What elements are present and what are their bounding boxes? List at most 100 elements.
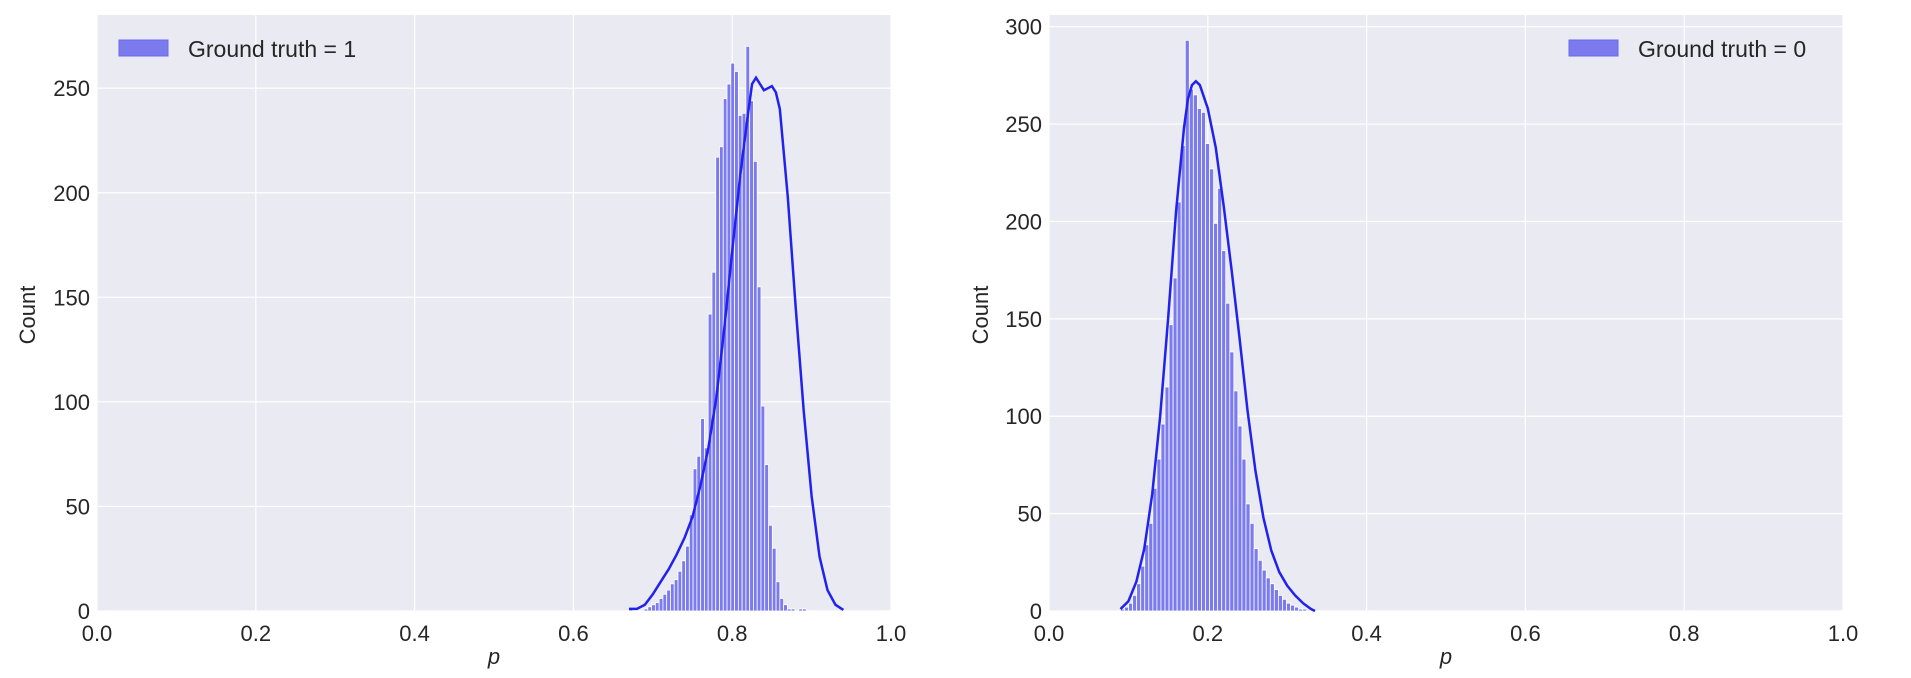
histogram-bar xyxy=(1294,606,1300,612)
histogram-bar xyxy=(1277,595,1283,612)
histogram-bar xyxy=(1132,595,1138,612)
histogram-bar xyxy=(647,606,653,612)
histogram-bar xyxy=(1180,145,1186,612)
x-tick-label: 1.0 xyxy=(1828,621,1859,646)
histogram-bar xyxy=(1221,250,1227,612)
histogram-bar xyxy=(768,524,773,612)
histogram-bar xyxy=(1196,108,1202,612)
histogram-bar xyxy=(1257,559,1263,612)
histogram-bar xyxy=(734,71,739,612)
histogram-bar xyxy=(1172,277,1178,612)
histogram-bar xyxy=(685,545,690,612)
histogram-bar xyxy=(1168,324,1174,612)
histogram-bar xyxy=(1184,39,1190,612)
histogram-bar xyxy=(1233,390,1239,612)
histogram-bar xyxy=(1205,143,1210,612)
x-tick-label: 0.6 xyxy=(558,621,589,646)
histogram-bar xyxy=(711,271,717,612)
histogram-bar xyxy=(753,160,758,612)
x-tick-labels: 0.0 0.2 0.4 0.6 0.8 1.0 xyxy=(1034,621,1859,646)
histogram-bar xyxy=(1176,201,1182,612)
y-tick-label: 250 xyxy=(53,76,90,101)
kde-curve xyxy=(628,75,845,611)
x-tick-label: 0.4 xyxy=(1351,621,1382,646)
histogram-bar xyxy=(1201,111,1206,612)
legend-swatch xyxy=(118,39,169,57)
histogram-bar xyxy=(726,83,732,612)
histogram-bar xyxy=(1136,583,1142,612)
x-axis-label: p xyxy=(1439,644,1452,669)
legend-label: Ground truth = 1 xyxy=(188,36,356,62)
histogram-bar xyxy=(771,547,777,612)
y-tick-label: 200 xyxy=(1005,209,1042,234)
histogram-bar xyxy=(1249,522,1255,612)
y-tick-label: 150 xyxy=(53,285,90,310)
x-tick-label: 0.8 xyxy=(717,621,748,646)
histogram-bar xyxy=(756,286,762,612)
histogram-bar xyxy=(1261,569,1267,612)
legend: Ground truth = 0 xyxy=(1568,36,1806,62)
histogram-bar xyxy=(1290,604,1295,612)
histogram-bar xyxy=(779,598,785,612)
x-tick-label: 0.8 xyxy=(1669,621,1700,646)
histogram-bar xyxy=(670,583,675,612)
histogram-bar xyxy=(722,98,728,612)
y-tick-label: 300 xyxy=(1005,15,1042,40)
x-tick-label: 0.0 xyxy=(1034,621,1065,646)
histogram-bar xyxy=(786,608,792,612)
histogram-bar xyxy=(1192,94,1198,612)
histogram-bar xyxy=(1245,503,1251,612)
y-tick-label: 50 xyxy=(1018,502,1042,527)
histogram-bar xyxy=(658,598,664,612)
histogram-bar xyxy=(1269,583,1275,612)
histogram-bar xyxy=(741,112,747,612)
histogram-bars xyxy=(628,45,807,612)
histogram-bar xyxy=(1140,565,1146,612)
histogram-bar xyxy=(1164,386,1170,612)
histogram-bar xyxy=(1253,548,1259,612)
histogram-bar xyxy=(764,464,769,612)
histogram-bar xyxy=(798,608,803,612)
histogram-bar xyxy=(1144,544,1150,612)
histogram-bar xyxy=(1241,458,1247,612)
histogram-bar xyxy=(783,604,788,612)
x-tick-label: 0.2 xyxy=(1193,621,1224,646)
histogram-bar xyxy=(749,100,754,612)
histogram-bar xyxy=(1128,602,1134,612)
histogram-bar xyxy=(673,579,679,612)
histogram-bar xyxy=(1148,522,1154,612)
histogram-bar xyxy=(1213,223,1219,612)
x-tick-label: 1.0 xyxy=(876,621,907,646)
x-tick-label: 0.2 xyxy=(241,621,272,646)
histogram-bar xyxy=(1229,351,1235,612)
histogram-bar xyxy=(730,62,735,612)
histogram-bar xyxy=(1273,589,1279,612)
histogram-bar xyxy=(1217,187,1223,612)
histogram-bar xyxy=(681,560,686,612)
histogram-bar xyxy=(662,593,668,612)
histogram-bar xyxy=(1302,608,1308,612)
x-tick-label: 0.0 xyxy=(82,621,113,646)
legend-label: Ground truth = 0 xyxy=(1638,36,1806,62)
histogram-bar xyxy=(696,455,702,612)
histogram-bar xyxy=(643,608,649,612)
y-tick-label: 100 xyxy=(53,390,90,415)
histogram-bar xyxy=(1124,606,1129,612)
histogram-bar xyxy=(692,468,698,612)
y-tick-label: 150 xyxy=(1005,307,1042,332)
histogram-bar xyxy=(1265,577,1271,612)
y-axis-label: Count xyxy=(968,286,993,345)
histogram-bar xyxy=(1209,168,1214,612)
x-tick-label: 0.6 xyxy=(1510,621,1541,646)
histogram-bar xyxy=(1298,608,1304,612)
x-tick-labels: 0.0 0.2 0.4 0.6 0.8 1.0 xyxy=(82,621,907,646)
histogram-bar xyxy=(1156,458,1162,612)
histogram-bar xyxy=(688,514,694,612)
y-tick-label: 200 xyxy=(53,181,90,206)
y-tick-label: 0 xyxy=(78,599,90,624)
histogram-bar xyxy=(700,418,705,612)
kde-curve xyxy=(1119,79,1316,613)
y-axis-label: Count xyxy=(15,286,40,345)
